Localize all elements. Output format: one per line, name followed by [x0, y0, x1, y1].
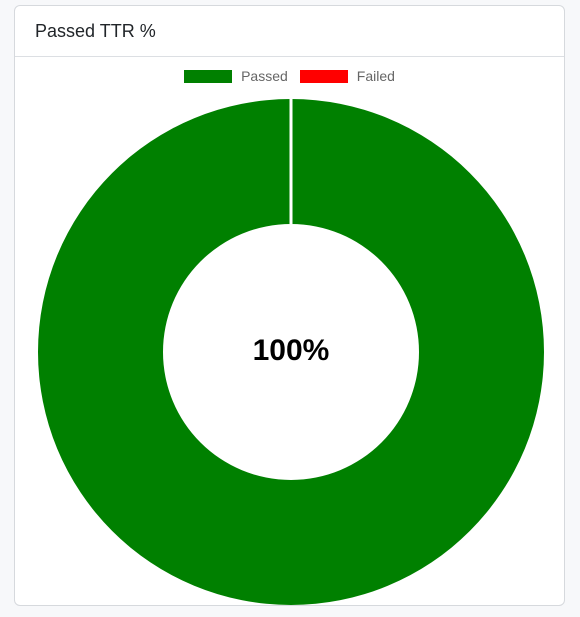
legend-swatch-passed: [184, 69, 233, 83]
donut-slices: [38, 99, 544, 605]
legend-label-failed: Failed: [356, 68, 395, 84]
donut-chart: 100%: [38, 99, 544, 605]
donut-slice-passed[interactable]: [38, 99, 544, 605]
legend-label-passed: Passed: [241, 68, 288, 84]
legend-swatch-failed: [299, 69, 348, 83]
donut-center-label: 100%: [253, 334, 330, 367]
card-header: Passed TTR %: [15, 6, 564, 57]
legend-item-failed[interactable]: Failed: [299, 68, 395, 84]
chart-card: Passed TTR % Passed Failed 100%: [14, 5, 565, 606]
legend-item-passed[interactable]: Passed: [184, 68, 288, 84]
card-title: Passed TTR %: [35, 20, 156, 41]
chart-legend: Passed Failed: [15, 68, 564, 84]
